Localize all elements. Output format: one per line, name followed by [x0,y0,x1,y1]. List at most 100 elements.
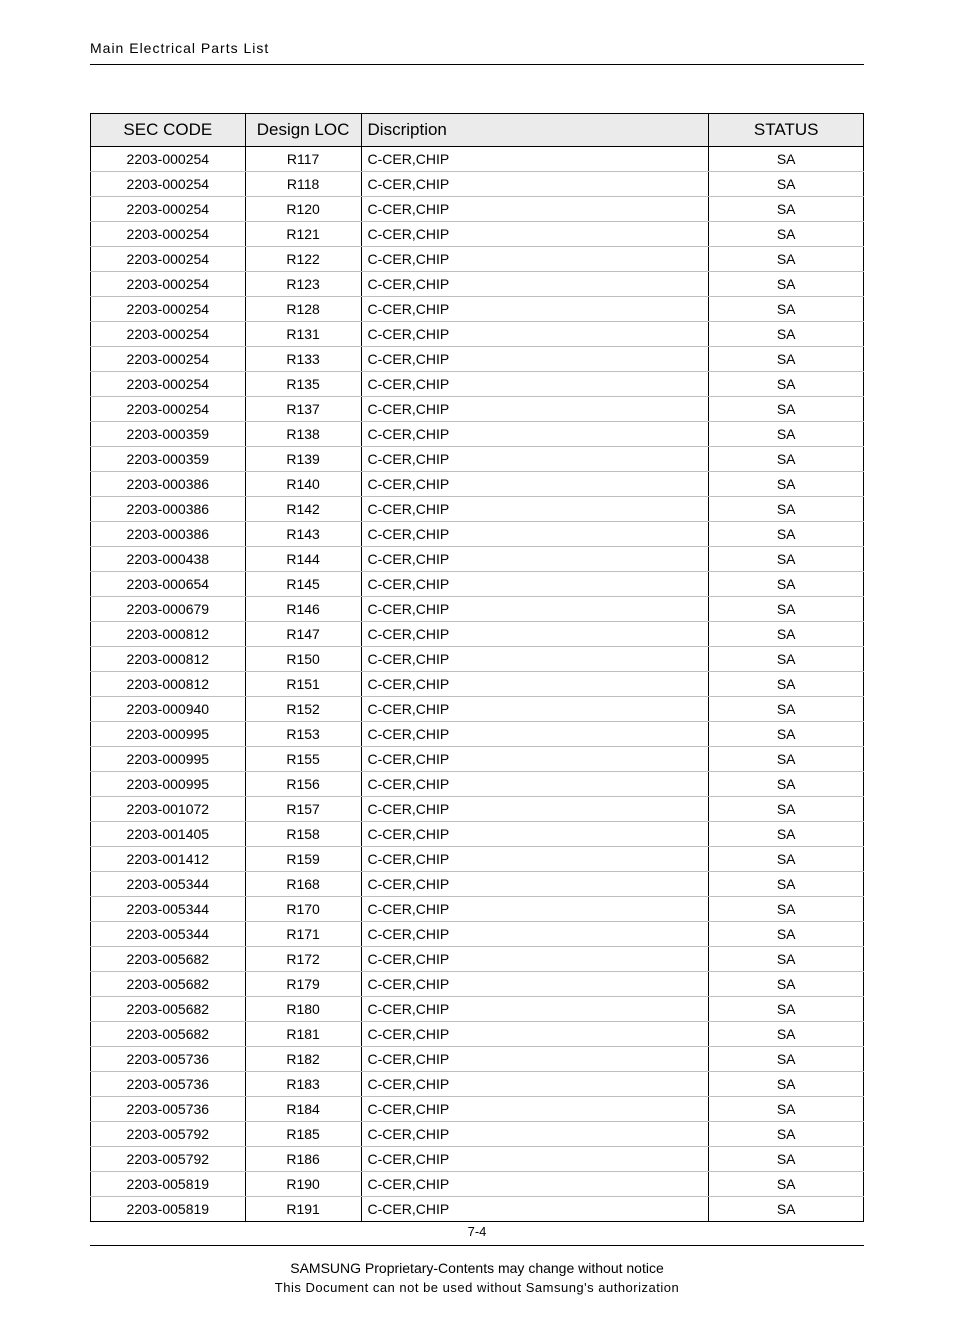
cell-sec_code: 2203-000254 [91,297,246,322]
table-row: 2203-000386R142C-CER,CHIPSA [91,497,864,522]
cell-design_loc: R121 [245,222,361,247]
cell-design_loc: R133 [245,347,361,372]
cell-description: C-CER,CHIP [361,947,709,972]
cell-sec_code: 2203-000995 [91,747,246,772]
table-row: 2203-000812R150C-CER,CHIPSA [91,647,864,672]
cell-status: SA [709,822,864,847]
cell-design_loc: R153 [245,722,361,747]
cell-design_loc: R180 [245,997,361,1022]
cell-design_loc: R181 [245,1022,361,1047]
cell-sec_code: 2203-000254 [91,247,246,272]
cell-sec_code: 2203-005682 [91,1022,246,1047]
cell-status: SA [709,1022,864,1047]
cell-sec_code: 2203-001405 [91,822,246,847]
cell-status: SA [709,197,864,222]
table-row: 2203-000359R138C-CER,CHIPSA [91,422,864,447]
cell-status: SA [709,1072,864,1097]
table-row: 2203-005792R185C-CER,CHIPSA [91,1122,864,1147]
cell-sec_code: 2203-000654 [91,572,246,597]
cell-sec_code: 2203-005682 [91,997,246,1022]
cell-description: C-CER,CHIP [361,1172,709,1197]
cell-design_loc: R179 [245,972,361,997]
cell-sec_code: 2203-000254 [91,397,246,422]
cell-description: C-CER,CHIP [361,1097,709,1122]
cell-description: C-CER,CHIP [361,447,709,472]
cell-description: C-CER,CHIP [361,722,709,747]
cell-design_loc: R145 [245,572,361,597]
cell-design_loc: R168 [245,872,361,897]
cell-status: SA [709,872,864,897]
cell-design_loc: R144 [245,547,361,572]
cell-status: SA [709,697,864,722]
cell-sec_code: 2203-000995 [91,772,246,797]
cell-status: SA [709,297,864,322]
cell-description: C-CER,CHIP [361,697,709,722]
cell-status: SA [709,772,864,797]
cell-sec_code: 2203-005344 [91,872,246,897]
footer-authorization: This Document can not be used without Sa… [90,1280,864,1295]
cell-description: C-CER,CHIP [361,972,709,997]
cell-sec_code: 2203-005819 [91,1172,246,1197]
table-row: 2203-005682R172C-CER,CHIPSA [91,947,864,972]
cell-description: C-CER,CHIP [361,897,709,922]
cell-description: C-CER,CHIP [361,147,709,172]
cell-description: C-CER,CHIP [361,547,709,572]
table-row: 2203-005736R182C-CER,CHIPSA [91,1047,864,1072]
cell-status: SA [709,397,864,422]
table-row: 2203-001405R158C-CER,CHIPSA [91,822,864,847]
cell-design_loc: R171 [245,922,361,947]
column-header-status: STATUS [709,114,864,147]
cell-design_loc: R128 [245,297,361,322]
cell-design_loc: R152 [245,697,361,722]
cell-description: C-CER,CHIP [361,322,709,347]
table-row: 2203-000386R143C-CER,CHIPSA [91,522,864,547]
cell-sec_code: 2203-000359 [91,422,246,447]
cell-design_loc: R185 [245,1122,361,1147]
table-row: 2203-000359R139C-CER,CHIPSA [91,447,864,472]
cell-sec_code: 2203-005736 [91,1047,246,1072]
cell-description: C-CER,CHIP [361,472,709,497]
footer-proprietary: SAMSUNG Proprietary-Contents may change … [90,1260,864,1276]
parts-table: SEC CODEDesign LOCDiscriptionSTATUS 2203… [90,113,864,1222]
cell-sec_code: 2203-005736 [91,1072,246,1097]
cell-description: C-CER,CHIP [361,1047,709,1072]
cell-sec_code: 2203-005682 [91,972,246,997]
cell-design_loc: R142 [245,497,361,522]
table-row: 2203-000995R153C-CER,CHIPSA [91,722,864,747]
cell-sec_code: 2203-005682 [91,947,246,972]
cell-sec_code: 2203-000254 [91,172,246,197]
cell-status: SA [709,997,864,1022]
cell-design_loc: R146 [245,597,361,622]
cell-description: C-CER,CHIP [361,847,709,872]
table-row: 2203-000254R128C-CER,CHIPSA [91,297,864,322]
cell-design_loc: R139 [245,447,361,472]
header-rule [90,64,864,65]
column-header-description: Discription [361,114,709,147]
cell-description: C-CER,CHIP [361,622,709,647]
table-row: 2203-000254R131C-CER,CHIPSA [91,322,864,347]
cell-status: SA [709,722,864,747]
cell-design_loc: R170 [245,897,361,922]
cell-description: C-CER,CHIP [361,922,709,947]
footer-rule [90,1245,864,1246]
cell-status: SA [709,622,864,647]
cell-status: SA [709,672,864,697]
cell-status: SA [709,247,864,272]
cell-sec_code: 2203-005344 [91,922,246,947]
table-row: 2203-000254R122C-CER,CHIPSA [91,247,864,272]
column-header-design_loc: Design LOC [245,114,361,147]
cell-description: C-CER,CHIP [361,1122,709,1147]
cell-status: SA [709,147,864,172]
cell-sec_code: 2203-000386 [91,522,246,547]
cell-design_loc: R157 [245,797,361,822]
cell-status: SA [709,522,864,547]
cell-sec_code: 2203-000254 [91,347,246,372]
cell-design_loc: R150 [245,647,361,672]
cell-description: C-CER,CHIP [361,422,709,447]
table-row: 2203-000254R121C-CER,CHIPSA [91,222,864,247]
cell-description: C-CER,CHIP [361,522,709,547]
cell-status: SA [709,1097,864,1122]
cell-design_loc: R182 [245,1047,361,1072]
cell-description: C-CER,CHIP [361,272,709,297]
cell-sec_code: 2203-000359 [91,447,246,472]
